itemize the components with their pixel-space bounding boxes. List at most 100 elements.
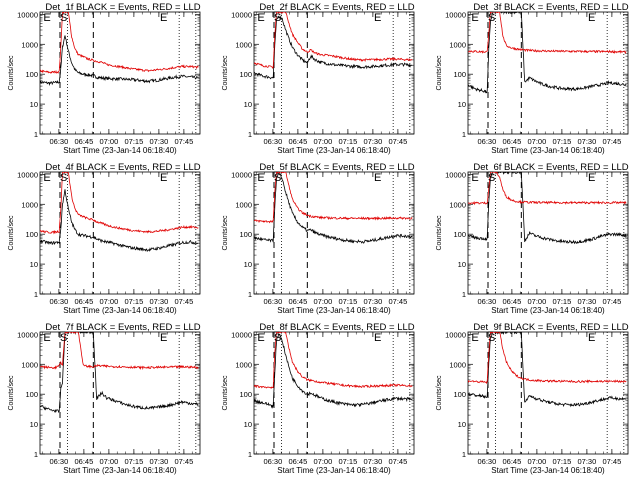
x-tick-label: 06:45 (288, 457, 307, 466)
panel-3: Det_3f BLACK = Events, RED = LLD 1 10 100 10… (436, 2, 629, 155)
y-tick-label: 100 (453, 230, 466, 239)
events-series-line (254, 334, 413, 409)
x-tick-label: 07:15 (552, 137, 571, 146)
x-tick-label: 07:45 (174, 137, 193, 146)
x-tick-label: 06:45 (74, 457, 93, 466)
y-tick-label: 1000 (21, 360, 38, 369)
y-tick-label: 10 (30, 420, 38, 429)
phase-letter-e: E (257, 332, 264, 344)
x-tick-label: 07:45 (602, 297, 621, 306)
x-tick-label: 06:30 (263, 137, 282, 146)
y-axis-label: Counts/sec (8, 375, 15, 411)
y-tick-label: 10 (30, 260, 38, 269)
x-tick-label: 07:30 (149, 297, 168, 306)
x-tick-label: 07:15 (552, 297, 571, 306)
y-tick-label: 10 (30, 100, 38, 109)
x-tick-label: 07:15 (124, 137, 143, 146)
x-tick-label: 07:30 (577, 137, 596, 146)
x-tick-label: 07:45 (388, 297, 407, 306)
panel-8: Det_8f BLACK = Events, RED = LLD 1 10 100 10… (222, 322, 415, 475)
phase-letter-e: E (374, 12, 381, 24)
x-tick-label: 07:45 (602, 457, 621, 466)
lld-series-line (254, 332, 413, 390)
phase-letter-e: E (588, 172, 595, 184)
y-tick-label: 10 (458, 420, 466, 429)
x-tick-label: 07:45 (388, 137, 407, 146)
x-tick-label: 06:45 (288, 137, 307, 146)
y-tick-label: 1000 (21, 40, 38, 49)
y-tick-label: 1000 (235, 200, 252, 209)
phase-letter-e: E (43, 172, 50, 184)
panel-title: Det_8f BLACK = Events, RED = LLD (259, 322, 414, 333)
y-tick-label: 1 (248, 130, 252, 139)
x-axis-label: Start Time (23-Jan-14 06:18:40) (277, 146, 391, 155)
y-tick-label: 10000 (445, 330, 466, 339)
plot-frame (39, 11, 201, 135)
y-axis-label: Counts/sec (222, 55, 229, 91)
plot-frame (467, 171, 629, 295)
y-tick-label: 1000 (21, 200, 38, 209)
x-tick-label: 07:30 (149, 457, 168, 466)
panel-4: Det_4f BLACK = Events, RED = LLD 1 10 100 10… (8, 162, 201, 315)
x-tick-label: 06:45 (74, 137, 93, 146)
phase-letter-s: S (274, 172, 281, 184)
plot-frame (467, 11, 629, 135)
panel-7: Det_7f BLACK = Events, RED = LLD 1 10 100 10… (8, 322, 201, 475)
phase-letter-e: E (471, 12, 478, 24)
x-tick-label: 07:15 (338, 457, 357, 466)
lld-series-line (468, 332, 627, 385)
y-tick-label: 100 (25, 70, 38, 79)
x-tick-label: 06:45 (74, 297, 93, 306)
y-tick-label: 1000 (449, 200, 466, 209)
x-axis-label: Start Time (23-Jan-14 06:18:40) (63, 306, 177, 315)
x-tick-label: 06:30 (477, 297, 496, 306)
phase-letter-e: E (374, 172, 381, 184)
events-series-line (468, 172, 627, 245)
phase-letter-e: E (471, 332, 478, 344)
y-tick-label: 1 (462, 450, 466, 459)
x-tick-label: 06:30 (477, 457, 496, 466)
y-tick-label: 1 (34, 290, 38, 299)
y-tick-label: 100 (239, 230, 252, 239)
x-tick-label: 07:45 (174, 297, 193, 306)
x-tick-label: 06:45 (288, 297, 307, 306)
panel-6: Det_6f BLACK = Events, RED = LLD 1 10 100 10… (436, 162, 629, 315)
x-tick-label: 07:00 (313, 297, 332, 306)
x-tick-label: 07:15 (338, 297, 357, 306)
phase-letter-e: E (257, 12, 264, 24)
y-tick-label: 100 (239, 70, 252, 79)
y-tick-label: 10 (458, 100, 466, 109)
x-tick-label: 06:30 (263, 297, 282, 306)
phase-letter-e: E (257, 172, 264, 184)
y-tick-label: 10000 (231, 330, 252, 339)
x-axis-label: Start Time (23-Jan-14 06:18:40) (277, 466, 391, 475)
x-axis-label: Start Time (23-Jan-14 06:18:40) (63, 466, 177, 475)
phase-letter-s: S (488, 332, 495, 344)
panel-title: Det_9f BLACK = Events, RED = LLD (473, 322, 628, 333)
plot-frame (467, 331, 629, 455)
x-tick-label: 07:00 (527, 137, 546, 146)
phase-letter-e: E (160, 332, 167, 344)
x-tick-label: 07:00 (313, 137, 332, 146)
x-tick-label: 07:00 (313, 457, 332, 466)
x-tick-label: 06:30 (49, 297, 68, 306)
x-tick-label: 07:45 (602, 137, 621, 146)
plot-frame (253, 171, 415, 295)
y-axis-label: Counts/sec (436, 375, 443, 411)
lld-series-line (468, 12, 627, 55)
y-tick-label: 100 (25, 230, 38, 239)
x-tick-label: 07:30 (363, 137, 382, 146)
x-tick-label: 06:30 (477, 137, 496, 146)
y-tick-label: 1 (462, 290, 466, 299)
panel-title: Det_4f BLACK = Events, RED = LLD (45, 162, 200, 173)
panel-title: Det_1f BLACK = Events, RED = LLD (45, 2, 200, 13)
x-tick-label: 06:30 (263, 457, 282, 466)
x-tick-label: 07:00 (527, 297, 546, 306)
x-tick-label: 07:45 (174, 457, 193, 466)
x-tick-label: 06:45 (502, 457, 521, 466)
x-tick-label: 06:45 (502, 297, 521, 306)
phase-letter-s: S (488, 172, 495, 184)
phase-letter-e: E (471, 172, 478, 184)
y-tick-label: 1000 (235, 360, 252, 369)
